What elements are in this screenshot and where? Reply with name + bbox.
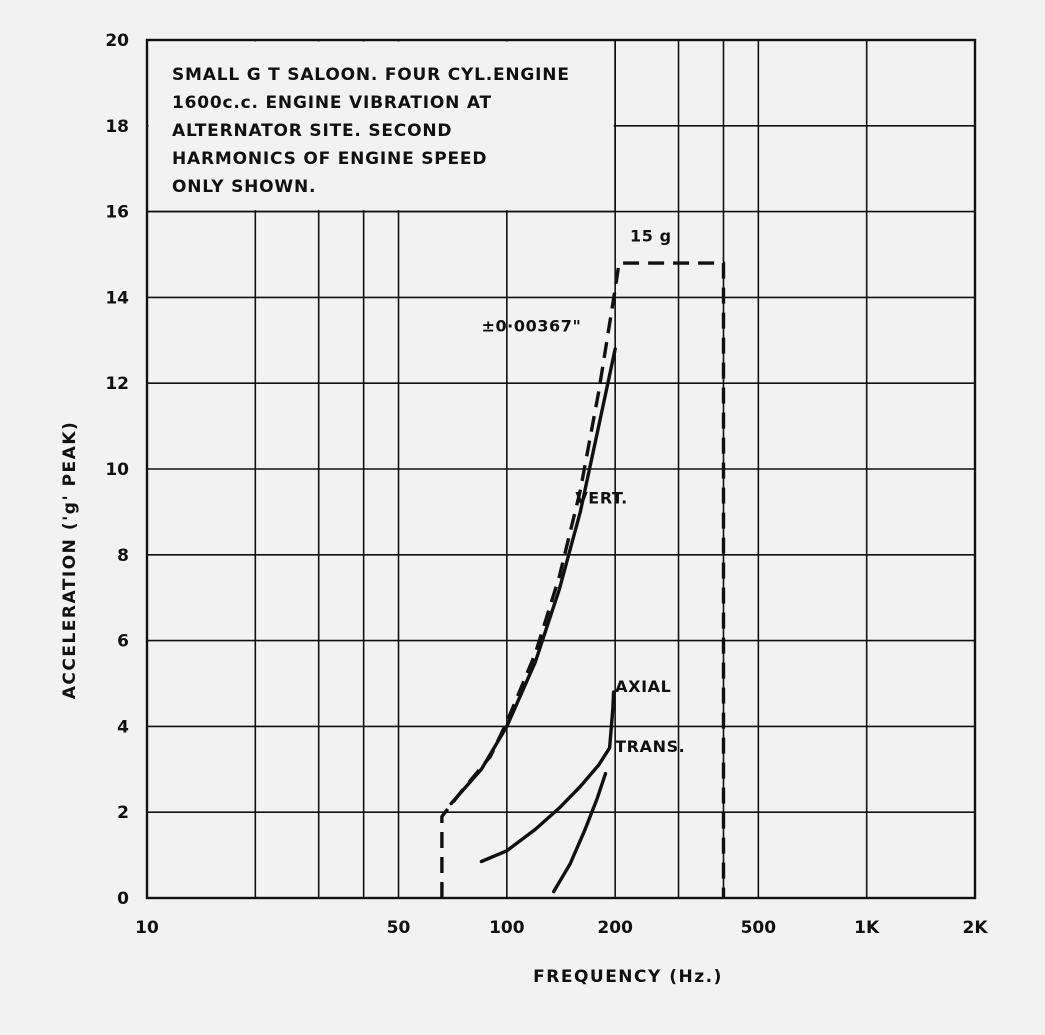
title-line: SMALL G T SALOON. FOUR CYL.ENGINE	[172, 65, 570, 85]
y-tick-label: 2	[117, 803, 129, 823]
y-tick-label: 12	[105, 374, 129, 394]
series-line-axial	[552, 771, 608, 894]
x-tick-label: 10	[135, 918, 159, 938]
y-axis-tick-labels: 0 2 4 6 8 10 12 14 16 18 20	[105, 31, 129, 909]
annotation-label: 15 g	[630, 227, 672, 246]
y-tick-label: 18	[105, 117, 129, 137]
series-line-trans	[479, 690, 616, 864]
y-axis-title: ACCELERATION ('g' PEAK)	[60, 421, 80, 700]
title-line: ALTERNATOR SITE. SECOND	[172, 121, 452, 141]
series-layer	[440, 261, 726, 898]
x-axis-tick-labels: 10 50 100 200 500 1K 2K	[135, 918, 988, 938]
y-tick-label: 20	[105, 31, 129, 51]
y-tick-label: 6	[117, 632, 129, 652]
series-line-0-00367	[440, 261, 726, 898]
annotation-label: ±0·00367"	[481, 317, 581, 336]
title-line: 1600c.c. ENGINE VIBRATION AT	[172, 93, 492, 113]
y-tick-label: 14	[105, 288, 129, 308]
annotation-label: VERT.	[575, 488, 627, 507]
x-tick-label: 2K	[962, 918, 988, 938]
chart-title: SMALL G T SALOON. FOUR CYL.ENGINE 1600c.c…	[147, 40, 616, 213]
x-tick-label: 100	[489, 918, 525, 938]
x-axis-title: FREQUENCY (Hz.)	[533, 967, 723, 987]
x-tick-label: 1K	[854, 918, 880, 938]
x-tick-label: 500	[741, 918, 777, 938]
annotation-label: TRANS.	[615, 737, 685, 756]
title-box	[148, 41, 614, 211]
annotation-label: AXIAL	[615, 677, 671, 696]
y-tick-label: 10	[105, 460, 129, 480]
y-tick-label: 4	[117, 717, 129, 737]
y-tick-label: 0	[117, 889, 129, 909]
y-tick-label: 8	[117, 546, 129, 566]
annotation-layer: 15 g ±0·00367" VERT. AXIAL TRANS.	[481, 227, 685, 757]
x-tick-label: 50	[387, 918, 411, 938]
y-tick-label: 16	[105, 203, 129, 223]
x-tick-label: 200	[597, 918, 633, 938]
title-line: HARMONICS OF ENGINE SPEED	[172, 149, 487, 169]
plot-frame	[145, 38, 977, 900]
title-line: ONLY SHOWN.	[172, 177, 316, 197]
